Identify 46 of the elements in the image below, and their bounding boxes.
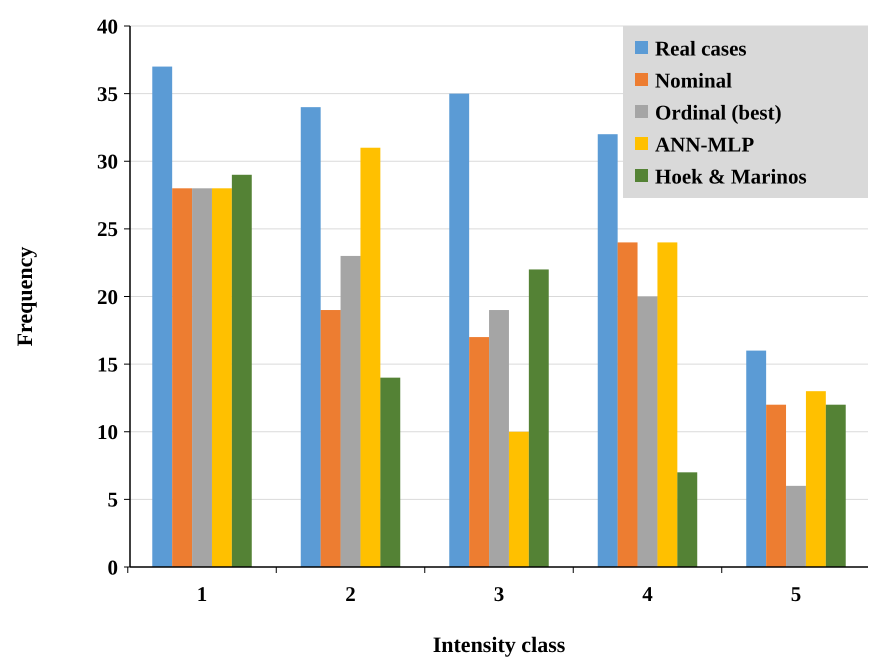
bar — [152, 66, 172, 567]
x-tick-label: 2 — [345, 582, 356, 606]
legend-label: Hoek & Marinos — [655, 164, 807, 188]
bar — [508, 432, 529, 567]
legend-label: Real cases — [655, 36, 747, 60]
x-tick-label: 3 — [494, 582, 504, 606]
y-tick-label: 30 — [97, 150, 118, 174]
y-tick-label: 10 — [97, 420, 118, 444]
bar — [232, 174, 252, 567]
bar — [786, 486, 806, 567]
legend-label: Nominal — [655, 68, 732, 92]
y-axis-title: Frequency — [12, 246, 37, 346]
bar — [449, 94, 470, 567]
y-tick-label: 20 — [97, 284, 118, 309]
bar — [212, 188, 232, 567]
bar — [320, 310, 341, 567]
bar — [300, 107, 321, 567]
bar — [657, 242, 678, 567]
bar — [598, 134, 618, 567]
y-tick-label: 35 — [97, 82, 118, 106]
bar — [677, 472, 698, 567]
bar — [340, 256, 360, 567]
y-tick-label: 25 — [97, 217, 118, 242]
bar — [638, 296, 658, 567]
legend-label: Ordinal (best) — [655, 100, 782, 124]
bar — [826, 404, 846, 567]
bar — [746, 350, 766, 567]
bar — [469, 337, 490, 567]
x-tick-label: 4 — [642, 582, 654, 606]
bar — [192, 188, 212, 567]
y-tick-label: 0 — [108, 555, 118, 580]
y-tick-label: 40 — [97, 14, 118, 38]
x-tick-label: 5 — [790, 582, 802, 606]
bar — [806, 391, 826, 567]
y-tick-label: 5 — [108, 488, 118, 512]
bar — [618, 242, 638, 567]
x-tick-label: 1 — [196, 582, 208, 606]
y-tick-label: 15 — [97, 352, 118, 376]
bar — [360, 148, 380, 567]
bar — [766, 404, 786, 567]
legend-label: ANN-MLP — [655, 132, 754, 156]
bar — [380, 378, 400, 567]
bar — [528, 269, 549, 567]
x-axis-title: Intensity class — [432, 632, 566, 657]
bar — [172, 188, 192, 567]
bar — [489, 310, 509, 567]
